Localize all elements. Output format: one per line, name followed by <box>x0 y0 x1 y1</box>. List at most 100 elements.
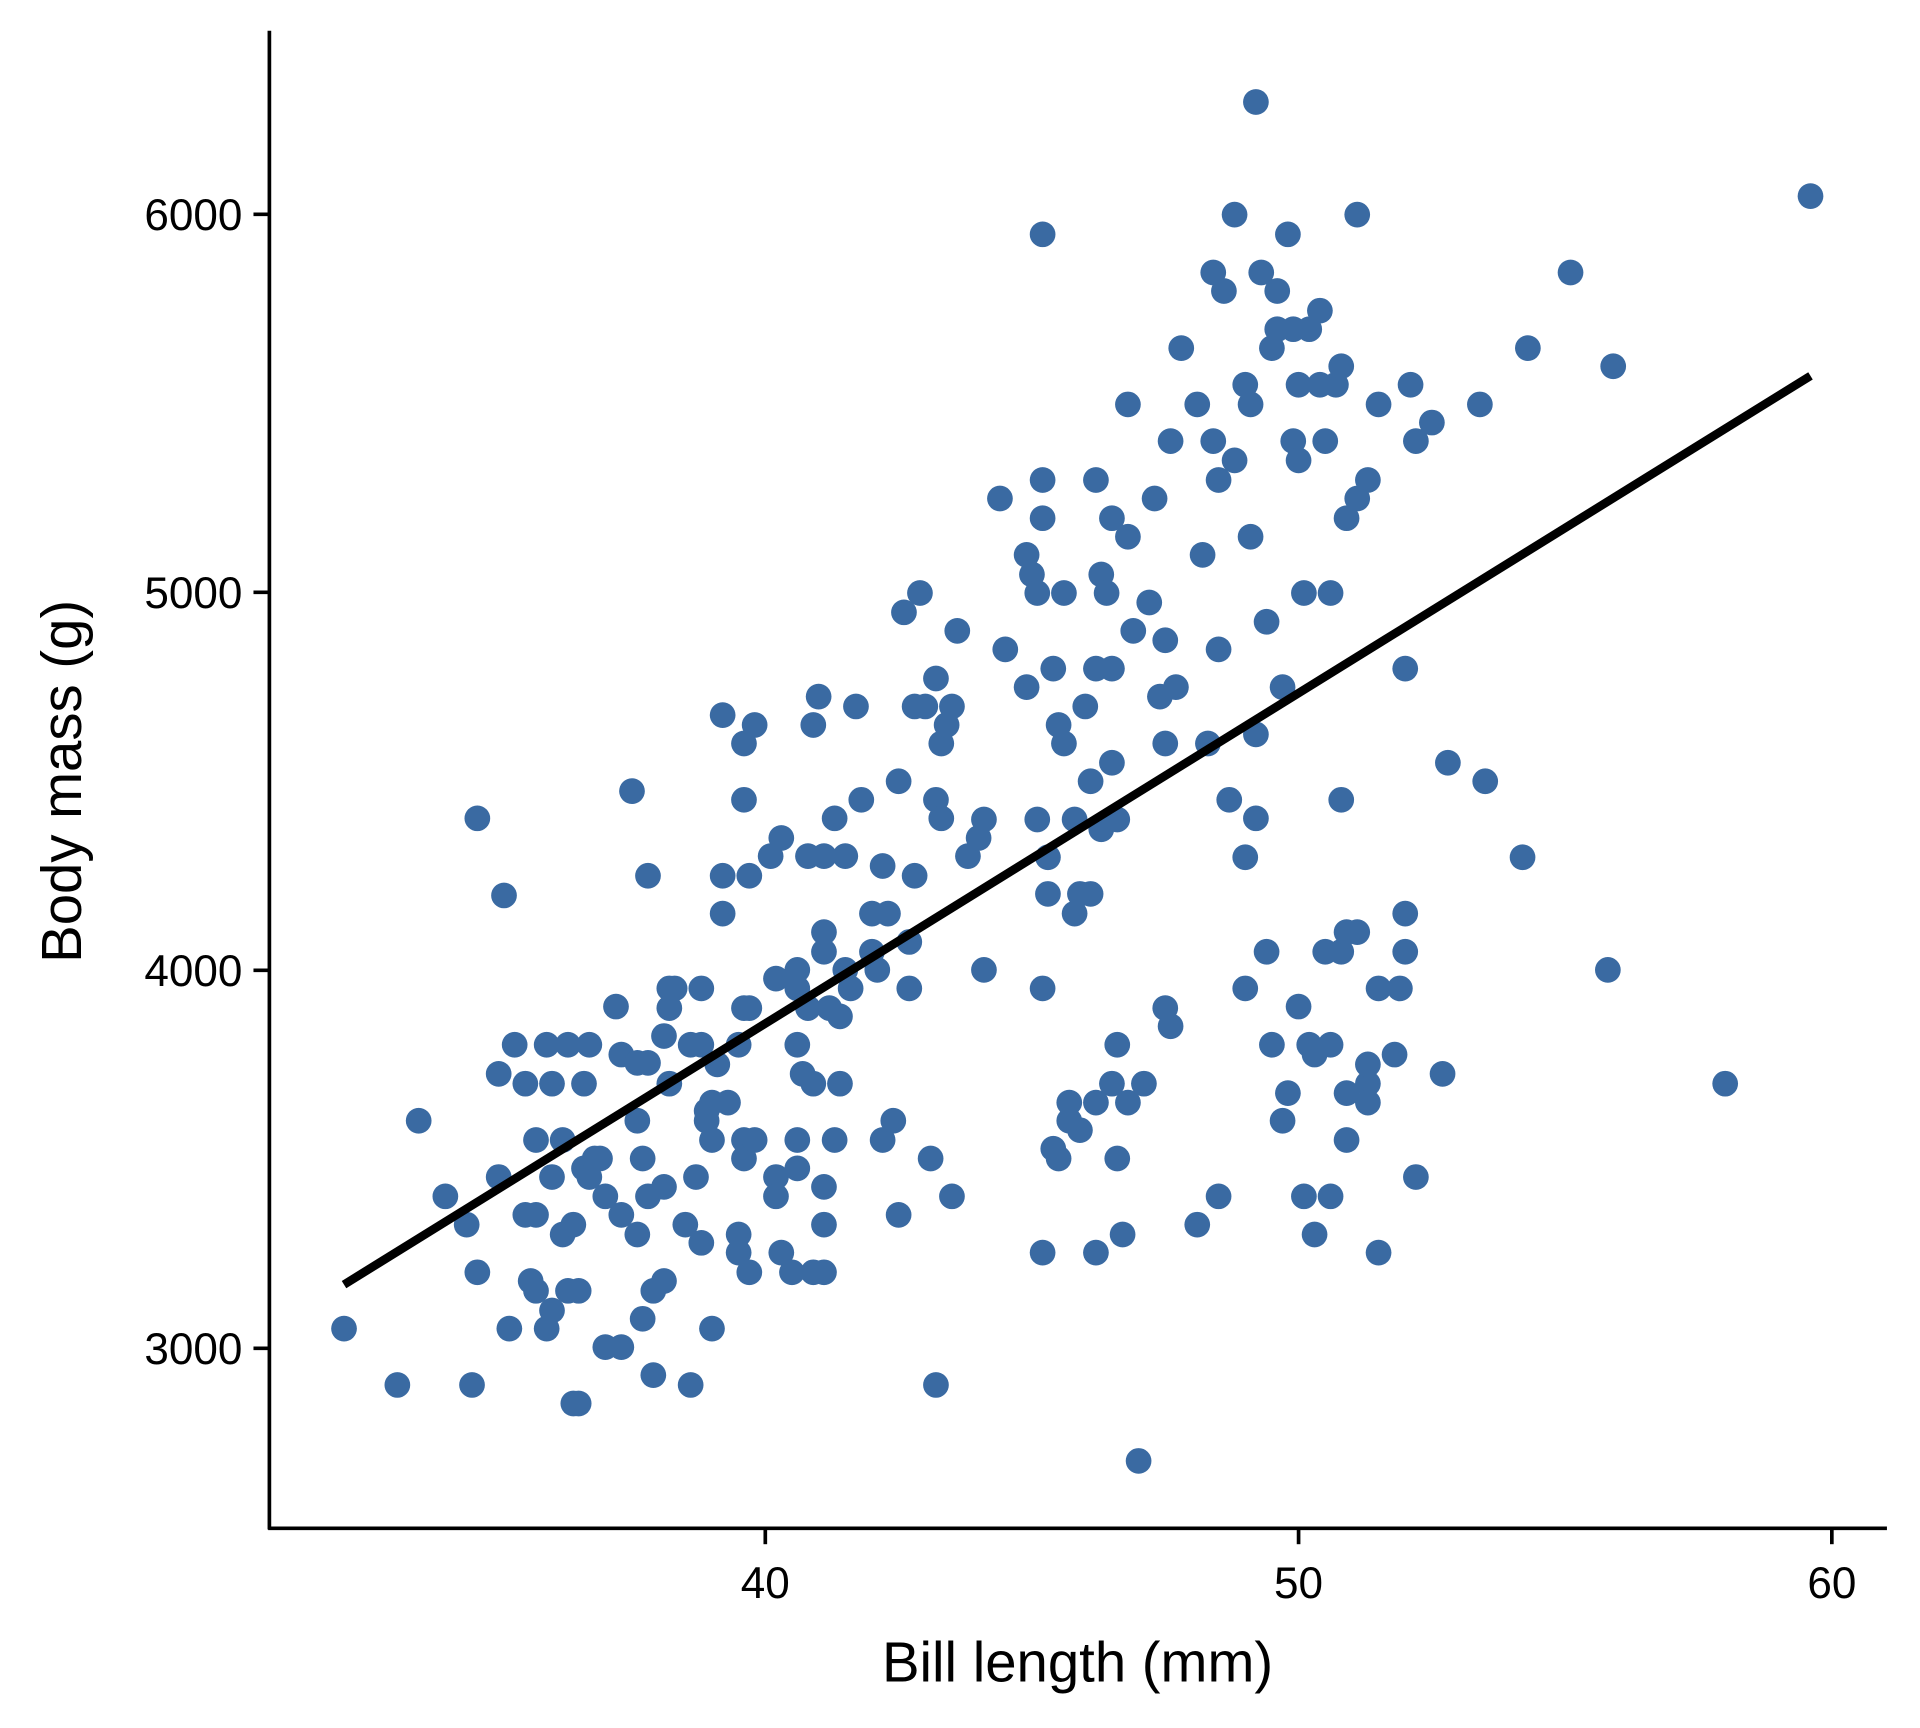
data-point <box>1216 786 1243 813</box>
data-point <box>555 1031 581 1058</box>
data-point <box>1328 938 1355 965</box>
data-point <box>619 778 645 804</box>
data-point <box>1269 1107 1296 1134</box>
data-point <box>763 1183 789 1210</box>
data-point <box>1232 371 1259 398</box>
data-point <box>629 1305 656 1332</box>
data-point <box>1392 900 1419 927</box>
data-point <box>1328 786 1355 813</box>
data-point <box>640 1362 667 1388</box>
data-point <box>699 1315 725 1342</box>
data-point <box>869 853 896 879</box>
data-point <box>768 1239 795 1266</box>
y-tick-label: 6000 <box>144 191 242 240</box>
data-point <box>1141 485 1168 512</box>
data-point <box>736 862 763 889</box>
data-point <box>1024 580 1051 606</box>
data-point <box>912 693 939 720</box>
data-point <box>784 1127 811 1153</box>
data-point <box>1221 201 1248 228</box>
data-point <box>1557 259 1584 286</box>
data-point <box>907 580 933 606</box>
data-point <box>1200 428 1227 454</box>
data-point <box>736 995 763 1021</box>
data-point <box>1099 1070 1125 1097</box>
data-point <box>917 1145 944 1172</box>
y-tick-label: 3000 <box>144 1325 242 1374</box>
data-point <box>811 938 837 965</box>
data-point <box>1333 505 1360 532</box>
data-point <box>896 975 923 1002</box>
data-point <box>821 1127 848 1153</box>
data-point <box>1115 523 1141 550</box>
data-point <box>1237 523 1264 550</box>
data-point <box>1099 749 1125 776</box>
data-point <box>1045 1145 1072 1172</box>
data-point <box>1317 580 1344 606</box>
data-point <box>1355 467 1381 493</box>
data-point <box>1285 993 1312 1020</box>
data-point <box>331 1315 357 1342</box>
data-point <box>779 1259 805 1286</box>
data-point <box>576 1031 603 1058</box>
data-point <box>827 1070 853 1097</box>
data-point <box>571 1070 597 1097</box>
data-point <box>1291 1183 1317 1210</box>
data-point <box>875 900 901 927</box>
data-point <box>1109 1221 1136 1248</box>
data-point <box>741 1127 768 1153</box>
data-point <box>464 805 491 832</box>
data-point <box>1275 1080 1301 1106</box>
data-point <box>1136 589 1163 616</box>
data-point <box>1797 183 1824 209</box>
data-point <box>688 1031 715 1058</box>
data-point <box>1029 505 1056 532</box>
data-point <box>971 806 997 833</box>
data-point <box>533 1031 560 1058</box>
data-point <box>1184 1211 1211 1238</box>
data-point <box>1024 806 1051 833</box>
data-point <box>1253 938 1280 965</box>
data-point <box>560 1211 587 1238</box>
y-axis-ticks: 3000 4000 5000 6000 <box>144 191 270 1374</box>
data-point <box>1467 391 1493 418</box>
data-point <box>811 919 837 945</box>
data-point <box>635 1050 661 1076</box>
data-point <box>688 975 715 1002</box>
data-point <box>1248 259 1275 286</box>
data-point <box>491 882 517 909</box>
data-point <box>1600 353 1627 380</box>
data-point <box>1099 655 1125 682</box>
data-point <box>715 1089 741 1116</box>
data-point <box>1232 975 1259 1002</box>
data-point <box>656 995 683 1021</box>
data-point <box>811 1259 837 1286</box>
data-point <box>1029 975 1056 1002</box>
data-point <box>725 1239 752 1266</box>
data-point <box>1595 957 1621 983</box>
data-point <box>763 965 789 992</box>
data-point <box>1333 1080 1360 1106</box>
data-point <box>1243 89 1269 115</box>
data-point <box>1312 428 1339 454</box>
data-point <box>1104 1031 1131 1058</box>
data-point <box>1301 1221 1328 1248</box>
data-point <box>1067 1117 1093 1144</box>
data-point <box>1013 542 1040 568</box>
data-point <box>1099 505 1125 532</box>
data-point <box>1264 278 1291 304</box>
data-point <box>603 993 629 1020</box>
data-point <box>496 1315 523 1342</box>
x-tick-label: 50 <box>1274 1559 1323 1608</box>
data-point <box>1365 1239 1392 1266</box>
data-point <box>1355 1089 1381 1116</box>
data-point <box>923 1372 949 1398</box>
data-point <box>837 975 864 1002</box>
data-point <box>1243 805 1269 832</box>
data-point <box>848 786 875 813</box>
data-point <box>1205 636 1232 663</box>
data-point <box>1365 975 1392 1002</box>
data-point <box>1152 627 1179 654</box>
data-point <box>1115 391 1141 418</box>
data-point <box>1285 447 1312 474</box>
